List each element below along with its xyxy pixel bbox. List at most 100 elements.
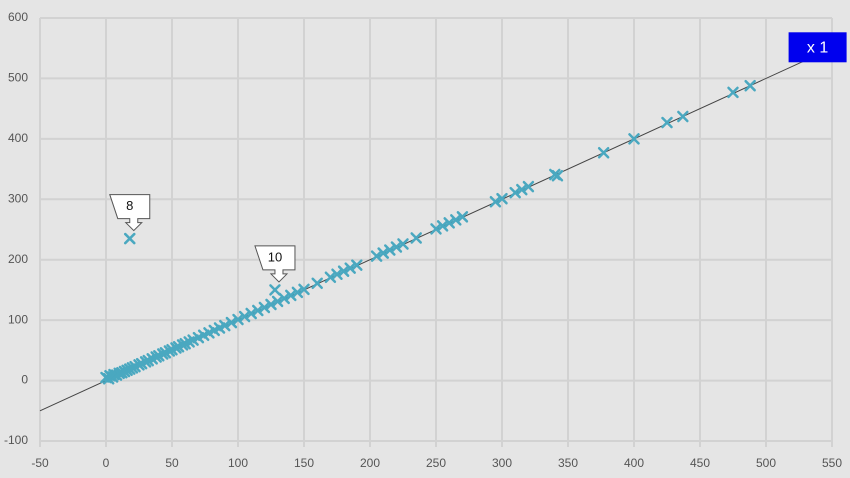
point-stroke <box>516 183 528 196</box>
point <box>225 316 238 329</box>
x-tick-label: 300 <box>492 456 512 470</box>
point <box>271 295 284 308</box>
point-stroke <box>245 307 257 320</box>
point <box>252 304 264 317</box>
point <box>744 79 756 92</box>
y-tick-label: 500 <box>8 71 28 85</box>
y-tick-label: 100 <box>8 312 28 326</box>
point-stroke <box>351 259 363 271</box>
x-tick-label: 0 <box>103 456 110 470</box>
point <box>489 195 502 208</box>
point <box>269 284 281 296</box>
point <box>331 268 343 280</box>
point <box>245 307 257 320</box>
line-label-box <box>788 32 847 63</box>
point <box>661 116 673 129</box>
point <box>278 292 290 305</box>
point-stroke <box>291 286 304 299</box>
point <box>522 180 535 193</box>
point <box>496 192 508 205</box>
point-stroke <box>397 238 409 250</box>
point-stroke <box>298 283 310 296</box>
point-stroke <box>677 110 689 123</box>
point-stroke <box>370 250 383 262</box>
point-stroke <box>311 277 323 290</box>
point <box>238 310 251 323</box>
point-stroke <box>324 271 337 283</box>
point-stroke <box>219 319 231 332</box>
x-tick-label: 450 <box>690 456 710 470</box>
point <box>124 232 136 245</box>
callout-text: 10 <box>268 249 282 264</box>
point-stroke <box>384 244 396 256</box>
callout <box>254 245 296 283</box>
point <box>351 259 363 271</box>
point <box>456 211 469 223</box>
point <box>370 250 383 262</box>
point <box>450 214 462 226</box>
x-tick-label: 350 <box>558 456 578 470</box>
point-stroke <box>344 262 356 274</box>
x-tick-label: 550 <box>822 456 842 470</box>
point-stroke <box>410 232 422 244</box>
point-stroke <box>522 180 535 193</box>
point-stroke <box>456 211 469 223</box>
point <box>384 244 396 256</box>
point-stroke <box>265 298 277 311</box>
point <box>265 298 277 311</box>
point-stroke <box>337 265 350 277</box>
point-stroke <box>258 301 271 314</box>
point-stroke <box>551 169 564 182</box>
point-stroke <box>238 310 251 323</box>
point <box>344 262 356 274</box>
point <box>324 271 337 283</box>
point-stroke <box>436 220 449 232</box>
point <box>677 110 689 123</box>
point <box>285 289 297 302</box>
point <box>219 319 231 332</box>
point <box>291 286 304 299</box>
point-stroke <box>628 133 640 145</box>
point-stroke <box>232 313 244 326</box>
point-stroke <box>496 192 508 205</box>
line-label: x 1 <box>807 40 828 57</box>
point <box>597 147 610 159</box>
point-stroke <box>430 223 442 235</box>
point-stroke <box>377 247 389 259</box>
x-tick-label: 400 <box>624 456 644 470</box>
y-tick-label: 300 <box>8 191 28 205</box>
point-stroke <box>271 295 284 308</box>
y-tick-label: 600 <box>8 10 28 24</box>
point <box>311 277 323 290</box>
point-stroke <box>278 292 290 305</box>
point <box>397 238 409 250</box>
callout <box>109 194 151 232</box>
point-stroke <box>225 316 238 329</box>
x-tick-label: 500 <box>756 456 776 470</box>
point <box>258 301 271 314</box>
y-tick-label: -100 <box>4 433 28 447</box>
x-tick-label: -50 <box>31 456 49 470</box>
point-stroke <box>252 304 264 317</box>
x-tick-label: 50 <box>165 456 179 470</box>
point <box>337 265 350 277</box>
point-stroke <box>661 116 673 129</box>
point-stroke <box>269 284 281 296</box>
point-stroke <box>489 195 502 208</box>
point-stroke <box>744 79 756 92</box>
point <box>298 283 310 296</box>
point <box>551 169 564 182</box>
point-stroke <box>450 214 462 226</box>
point <box>436 220 449 232</box>
point-stroke <box>390 241 403 253</box>
x-tick-label: 250 <box>426 456 446 470</box>
point <box>430 223 442 235</box>
point <box>232 313 244 326</box>
point <box>390 241 403 253</box>
point-stroke <box>331 268 343 280</box>
point <box>727 86 739 99</box>
point <box>410 232 422 244</box>
y-tick-label: 400 <box>8 131 28 145</box>
